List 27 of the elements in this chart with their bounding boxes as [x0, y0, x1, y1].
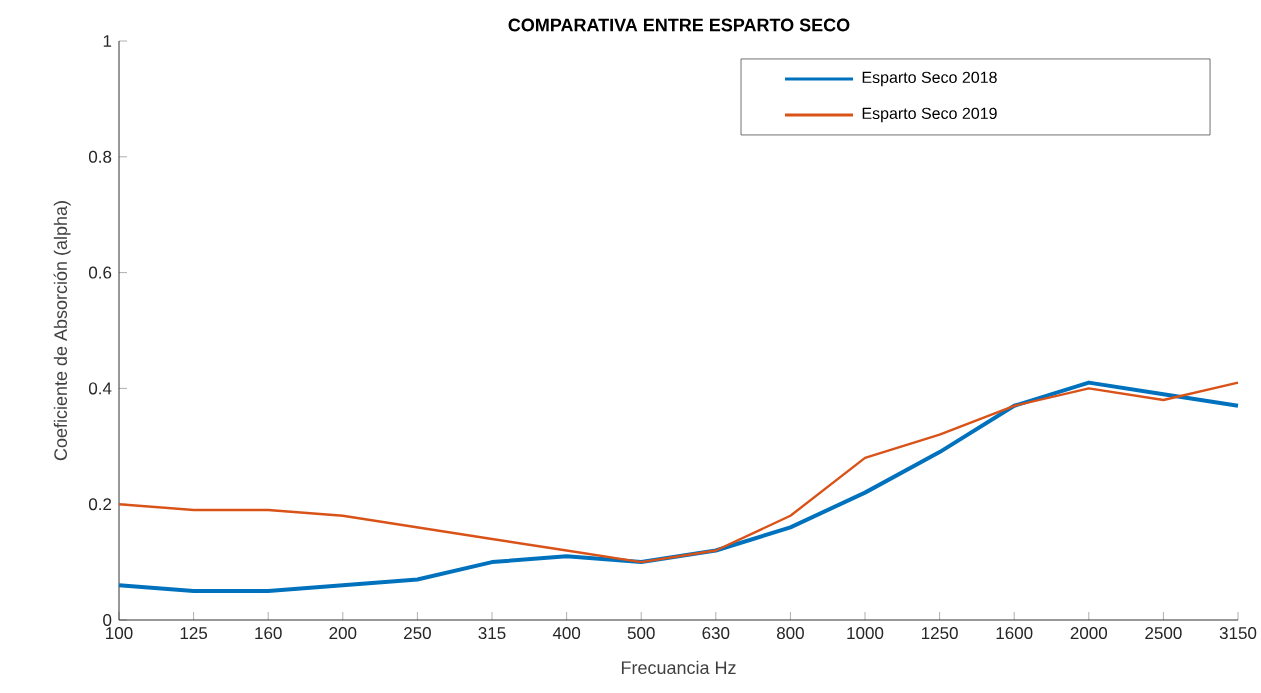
- x-tick-label: 500: [627, 627, 655, 640]
- legend-label: Esparto Seco 2018: [862, 71, 997, 87]
- x-tick-label: 100: [106, 627, 133, 640]
- x-tick-label: 3150: [1219, 627, 1257, 640]
- y-tick-label: 0.4: [88, 382, 112, 395]
- chart-title: COMPARATIVA ENTRE ESPARTO SECO: [508, 18, 850, 32]
- x-tick-label: 1250: [921, 627, 958, 640]
- x-tick-label: 125: [180, 627, 208, 640]
- x-axis-title: Frecuancia Hz: [621, 660, 736, 675]
- x-tick-label: 250: [404, 627, 431, 640]
- x-tick-label: 1600: [996, 627, 1033, 640]
- y-tick-label: 0.6: [88, 266, 112, 279]
- y-tick-label: 0.8: [88, 150, 112, 163]
- y-tick-label: 1: [103, 35, 112, 47]
- y-tick-label: 0.2: [88, 498, 112, 511]
- x-tick-label: 2500: [1145, 627, 1182, 640]
- x-tick-label: 1000: [847, 627, 884, 640]
- x-tick-label: 800: [776, 627, 804, 640]
- x-tick-label: 2000: [1070, 627, 1108, 640]
- legend-label: Esparto Seco 2019: [862, 107, 997, 123]
- y-axis-title: Coeficiente de Absorción (alpha): [53, 201, 71, 461]
- x-tick-label: 160: [255, 627, 282, 640]
- x-tick-label: 315: [478, 627, 506, 640]
- x-tick-label: 400: [552, 627, 581, 640]
- x-tick-label: 630: [702, 627, 730, 640]
- y-tick-label: 0: [103, 614, 112, 627]
- x-tick-label: 200: [329, 627, 357, 640]
